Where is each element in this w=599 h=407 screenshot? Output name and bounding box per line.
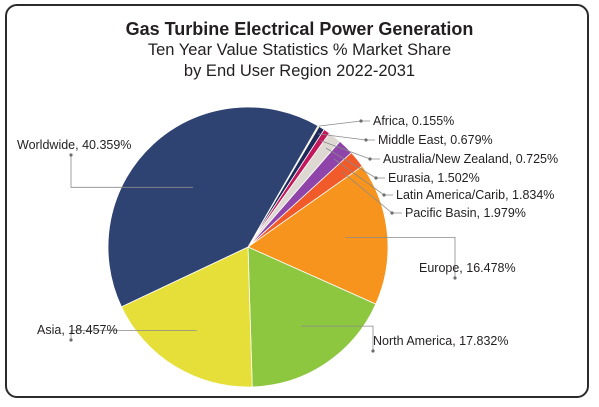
pie-slice-north-america	[247, 246, 377, 388]
slice-label-pacific-basin: Pacific Basin, 1.979%	[405, 206, 526, 220]
leader-line-worldwide	[70, 155, 193, 188]
pie-slices	[107, 106, 389, 388]
leader-lines	[69, 119, 457, 353]
slice-label-eurasia: Eurasia, 1.502%	[388, 171, 480, 185]
slice-label-middle-east: Middle East, 0.679%	[378, 133, 493, 147]
leader-dot-pacific-basin	[390, 211, 394, 215]
leader-dot-europe	[453, 276, 457, 280]
slice-label-australia-new-zealand: Australia/New Zealand, 0.725%	[383, 152, 558, 166]
slice-label-worldwide: Worldwide, 40.359%	[17, 138, 131, 152]
title-block: Gas Turbine Electrical Power Generation …	[0, 18, 599, 82]
slice-label-latin-america-carib: Latin America/Carib, 1.834%	[396, 188, 554, 202]
slice-label-africa: Africa, 0.155%	[373, 114, 454, 128]
leader-dot-australia-new-zealand	[368, 157, 372, 161]
pie-slice-asia	[120, 246, 253, 388]
leader-dot-eurasia	[374, 176, 378, 180]
leader-dot-latin-america-carib	[382, 193, 386, 197]
slice-label-north-america: North America, 17.832%	[373, 334, 509, 348]
leader-dot-worldwide	[69, 153, 73, 157]
leader-line-europe	[345, 236, 456, 278]
leader-dot-north-america	[371, 349, 375, 353]
chart-title: Gas Turbine Electrical Power Generation	[125, 19, 474, 39]
slice-label-asia: Asia, 18.457%	[37, 323, 118, 337]
chart-subtitle-line2: by End User Region 2022-2031	[183, 62, 416, 80]
slice-label-europe: Europe, 16.478%	[419, 261, 516, 275]
chart-subtitle-line1: Ten Year Value Statistics % Market Share	[147, 41, 452, 59]
pie-slice-worldwide	[107, 106, 319, 308]
slice-labels: Africa, 0.155% Middle East, 0.679% Austral…	[17, 114, 558, 348]
leader-dot-asia	[69, 338, 73, 342]
leader-line-north-america	[301, 325, 374, 351]
pie-slice-europe	[247, 165, 389, 305]
leader-line-asia	[70, 330, 197, 340]
leader-dot-middle-east	[364, 138, 368, 142]
leader-dot-africa	[359, 119, 363, 123]
